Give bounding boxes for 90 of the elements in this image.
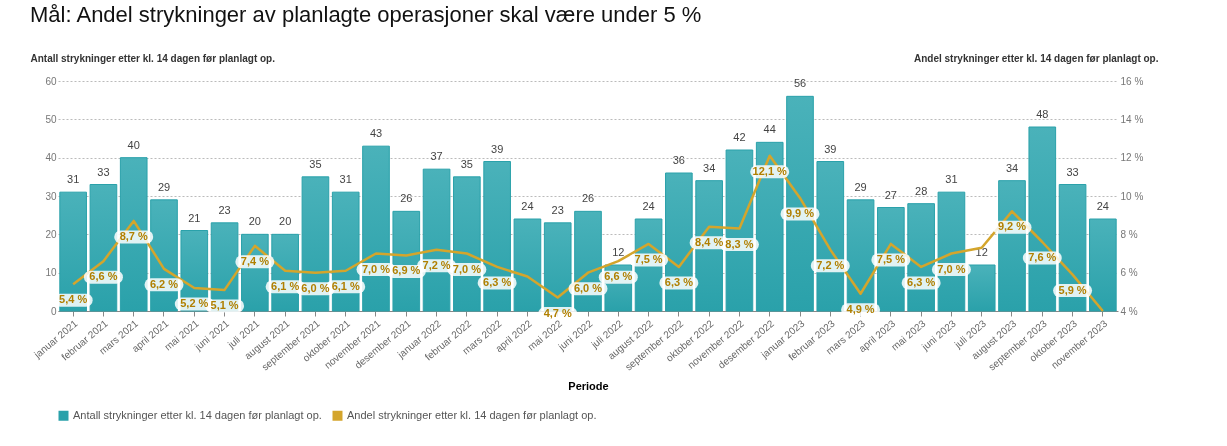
bar bbox=[1089, 218, 1117, 312]
data-label: 7,6 % bbox=[1028, 251, 1057, 263]
data-label: 48 bbox=[1036, 108, 1049, 120]
data-label: 9,9 % bbox=[785, 206, 815, 219]
y2-tick-label: 10 % bbox=[1120, 190, 1144, 202]
data-label: 7,4 % bbox=[240, 254, 270, 267]
legend-label: Andel strykninger etter kl. 14 dagen før planlagt op. bbox=[347, 408, 597, 421]
y2-tick-label: 14 % bbox=[1120, 113, 1144, 125]
y-tick-label: 10 bbox=[45, 267, 57, 279]
data-label: 8,3 % bbox=[725, 237, 754, 250]
data-label: 34 bbox=[703, 161, 716, 174]
data-label: 35 bbox=[460, 157, 473, 170]
data-label: 24 bbox=[642, 200, 655, 212]
data-label: 7,5 % bbox=[876, 252, 906, 265]
y-tick-label: 50 bbox=[45, 113, 57, 125]
data-label: 23 bbox=[218, 203, 231, 216]
data-label: 27 bbox=[884, 188, 897, 201]
data-label: 5,9 % bbox=[1058, 283, 1087, 296]
data-label: 31 bbox=[67, 173, 80, 186]
data-label: 40 bbox=[127, 138, 140, 151]
data-label: 12,1 % bbox=[752, 164, 788, 177]
x-axis-title: Periode bbox=[568, 379, 609, 392]
y-tick-label: 40 bbox=[45, 152, 57, 164]
data-label: 6,0 % bbox=[301, 281, 330, 294]
data-label: 26 bbox=[581, 192, 595, 205]
data-label: 6,2 % bbox=[149, 277, 179, 290]
data-label: 56 bbox=[793, 77, 807, 90]
data-label: 28 bbox=[915, 184, 928, 197]
y2-tick-label: 4 % bbox=[1120, 305, 1138, 317]
y-axis-title: Antall strykninger etter kl. 14 dagen før planlagt op. bbox=[30, 52, 276, 64]
data-label: 8,7 % bbox=[119, 229, 148, 242]
data-label: 5,1 % bbox=[210, 298, 239, 311]
data-label: 9,2 % bbox=[997, 220, 1027, 233]
data-label: 6,9 % bbox=[392, 264, 421, 277]
y-tick-label: 60 bbox=[45, 75, 57, 87]
data-label: 24 bbox=[1096, 200, 1109, 212]
data-label: 6,3 % bbox=[664, 275, 694, 288]
y-tick-label: 30 bbox=[45, 190, 57, 202]
bar bbox=[967, 264, 996, 312]
data-label: 21 bbox=[188, 211, 201, 224]
data-label: 31 bbox=[945, 173, 958, 186]
data-label: 8,4 % bbox=[695, 235, 724, 248]
data-label: 20 bbox=[279, 215, 292, 228]
y-tick-label: 20 bbox=[45, 228, 57, 240]
legend-label: Antall strykninger etter kl. 14 dagen før planlagt op. bbox=[73, 408, 322, 421]
data-label: 36 bbox=[672, 154, 685, 166]
data-label: 23 bbox=[551, 203, 564, 216]
data-label: 6,0 % bbox=[573, 281, 603, 294]
data-label: 29 bbox=[854, 180, 867, 193]
data-label: 39 bbox=[491, 142, 504, 155]
data-label: 4,9 % bbox=[846, 302, 875, 315]
bar bbox=[513, 218, 542, 312]
data-label: 7,2 % bbox=[816, 258, 845, 271]
y2-axis-title: Andel strykninger etter kl. 14 dagen før planlagt op. bbox=[914, 52, 1159, 64]
data-label: 42 bbox=[733, 131, 746, 143]
data-label: 4,7 % bbox=[543, 306, 572, 319]
data-label: 7,0 % bbox=[361, 262, 391, 275]
data-label: 44 bbox=[763, 123, 776, 136]
y2-tick-label: 12 % bbox=[1120, 152, 1144, 164]
data-label: 20 bbox=[248, 215, 261, 228]
data-label: 24 bbox=[521, 200, 534, 212]
data-label: 33 bbox=[1066, 165, 1079, 178]
data-label: 7,0 % bbox=[937, 262, 966, 275]
data-label: 6,3 % bbox=[483, 275, 512, 288]
data-label: 39 bbox=[824, 142, 837, 155]
data-label: 37 bbox=[430, 150, 443, 163]
y-tick-label: 0 bbox=[50, 305, 57, 317]
chart-title: Mål: Andel strykninger av planlagte operasjoner skal være under 5 % bbox=[30, 2, 702, 27]
data-label: 6,6 % bbox=[89, 270, 118, 283]
data-label: 6,6 % bbox=[604, 270, 633, 283]
y2-tick-label: 8 % bbox=[1120, 228, 1138, 240]
data-label: 6,3 % bbox=[907, 275, 936, 288]
data-label: 7,0 % bbox=[452, 262, 482, 275]
data-label: 5,2 % bbox=[180, 297, 209, 309]
data-label: 5,4 % bbox=[59, 293, 88, 306]
data-label: 29 bbox=[157, 180, 171, 193]
y2-tick-label: 6 % bbox=[1120, 267, 1138, 279]
data-label: 34 bbox=[1005, 161, 1019, 174]
data-label: 6,1 % bbox=[331, 279, 360, 292]
data-label: 31 bbox=[339, 173, 352, 186]
data-label: 12 bbox=[612, 246, 625, 258]
data-label: 33 bbox=[97, 165, 110, 178]
data-label: 35 bbox=[309, 157, 322, 170]
data-label: 12 bbox=[975, 246, 988, 258]
data-label: 43 bbox=[369, 127, 383, 140]
data-label: 7,5 % bbox=[634, 252, 663, 265]
data-label: 26 bbox=[400, 192, 413, 205]
y2-tick-label: 16 % bbox=[1120, 75, 1144, 87]
data-label: 6,1 % bbox=[271, 279, 300, 292]
data-label: 7,2 % bbox=[422, 258, 451, 271]
